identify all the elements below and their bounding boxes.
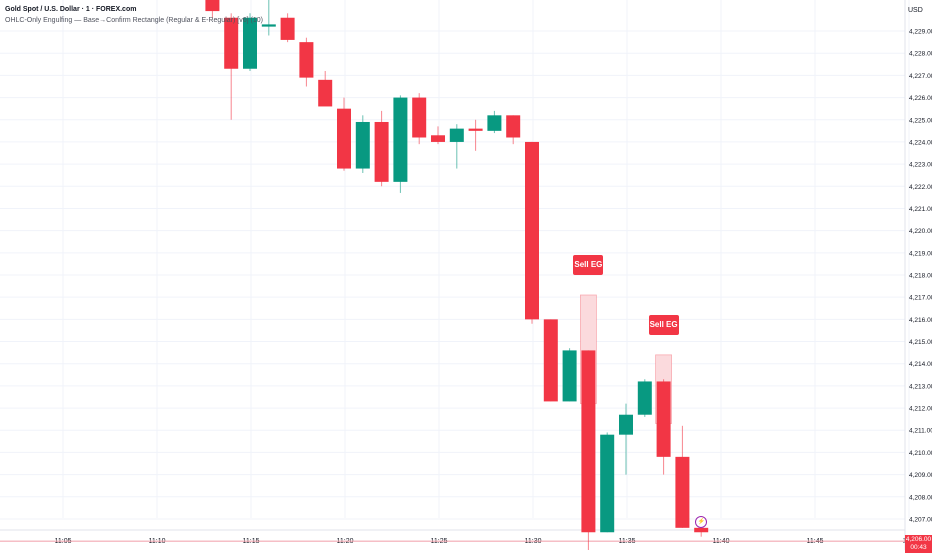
candle-body xyxy=(261,24,276,27)
candle-body xyxy=(487,115,502,131)
candle-body xyxy=(619,414,633,435)
candle-body xyxy=(525,141,539,320)
candle-body xyxy=(468,128,483,131)
candle-body xyxy=(318,79,333,107)
candle-body xyxy=(656,381,671,457)
candle-body xyxy=(243,17,257,69)
y-tick-label: 4,208.00 xyxy=(909,494,932,501)
last-price-tag: 4,206.00 00:43 xyxy=(905,535,932,553)
candle-body xyxy=(374,121,389,182)
y-tick-label: 4,227.00 xyxy=(909,73,932,80)
y-tick-label: 4,216.00 xyxy=(909,317,932,324)
y-tick-label: 4,213.00 xyxy=(909,383,932,390)
candle-body xyxy=(581,350,596,533)
chart-legend: Gold Spot / U.S. Dollar · 1 · FOREX.com … xyxy=(5,4,263,26)
y-tick-label: 4,224.00 xyxy=(909,139,932,146)
y-tick-label: 4,211.00 xyxy=(909,428,932,435)
sell-signal-label: Sell EG xyxy=(573,254,604,275)
y-tick-label: 4,222.00 xyxy=(909,184,932,191)
y-tick-label: 4,212.00 xyxy=(909,406,932,413)
y-tick-label: 4,219.00 xyxy=(909,250,932,257)
candle-body xyxy=(543,319,558,402)
y-tick-label: 4,225.00 xyxy=(909,117,932,124)
lightning-icon[interactable]: ⚡ xyxy=(695,516,708,528)
y-tick-label: 4,215.00 xyxy=(909,339,932,346)
y-tick-label: 4,218.00 xyxy=(909,273,932,280)
candle-body xyxy=(205,0,220,12)
sell-signal-label: Sell EG xyxy=(648,314,679,335)
y-tick-label: 4,229.00 xyxy=(909,29,932,36)
candle-body xyxy=(694,527,709,533)
candle-body xyxy=(412,97,427,138)
symbol-title: Gold Spot / U.S. Dollar · 1 · FOREX.com xyxy=(5,6,137,13)
y-tick-label: 4,209.00 xyxy=(909,472,932,479)
candle-body xyxy=(299,42,314,78)
y-tick-label: 4,220.00 xyxy=(909,228,932,235)
candle-body xyxy=(431,135,445,142)
candle-body xyxy=(224,17,239,69)
y-tick-label: 4,207.00 xyxy=(909,516,932,523)
study-name: OHLC-Only Engulfing — Base→Confirm Recta… xyxy=(5,17,263,24)
candle-body xyxy=(355,121,370,169)
candle-body xyxy=(637,381,652,415)
candle-body xyxy=(449,128,464,142)
candle-body xyxy=(506,115,521,138)
currency-label[interactable]: USD xyxy=(908,7,923,14)
candle-body xyxy=(337,108,351,169)
candle-body xyxy=(562,350,577,402)
y-tick-label: 4,214.00 xyxy=(909,361,932,368)
y-tick-label: 4,226.00 xyxy=(909,95,932,102)
y-tick-label: 4,221.00 xyxy=(909,206,932,213)
y-tick-label: 4,223.00 xyxy=(909,162,932,169)
y-tick-label: 4,217.00 xyxy=(909,295,932,302)
bar-countdown: 00:43 xyxy=(910,544,927,552)
last-price-value: 4,206.00 xyxy=(905,536,932,544)
y-tick-label: 4,210.00 xyxy=(909,450,932,457)
candle-body xyxy=(600,434,615,533)
candle-body xyxy=(675,456,690,528)
candle-body xyxy=(280,17,295,40)
candle-body xyxy=(393,97,408,182)
y-tick-label: 4,228.00 xyxy=(909,51,932,58)
